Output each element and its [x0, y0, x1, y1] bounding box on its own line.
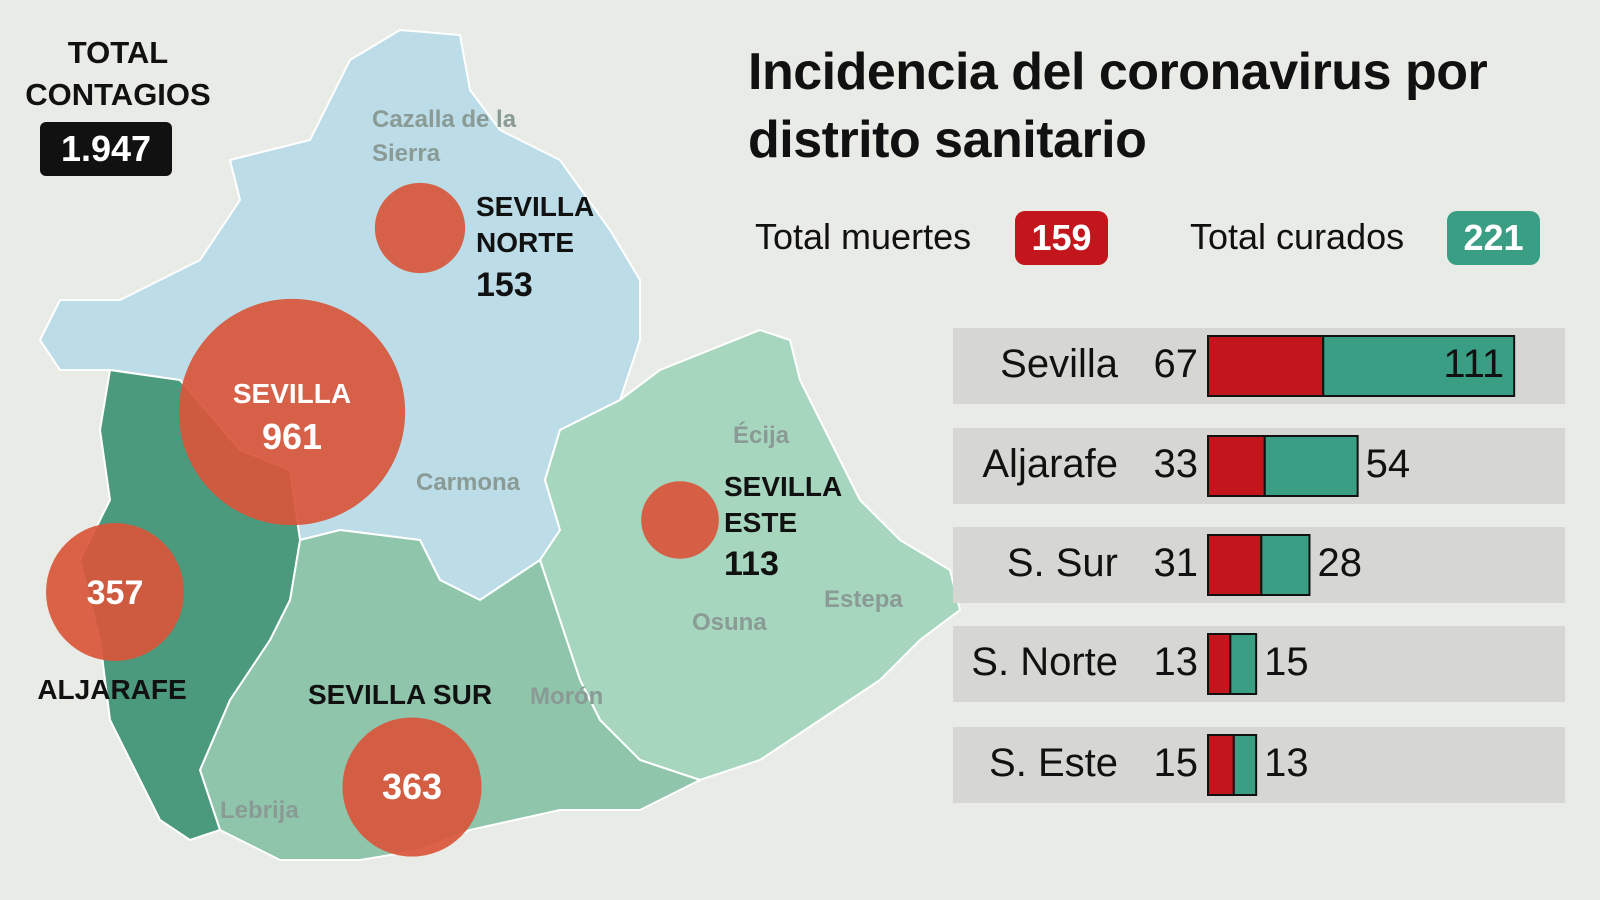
legend-total: 221: [1447, 211, 1540, 265]
bubble: [342, 717, 482, 857]
bar-segment: [1322, 335, 1516, 397]
value-label: 15: [1153, 741, 1199, 785]
legend-label: Total curados: [1190, 216, 1405, 257]
bubble-name: SEVILLA SUR: [307, 679, 493, 710]
bar-segment: [1207, 435, 1266, 497]
total-value: 1.947: [40, 122, 172, 176]
bubble: [374, 182, 466, 274]
place-label: Morón: [530, 683, 604, 710]
category-label: S. Este: [989, 741, 1118, 785]
bar-segment: [1263, 435, 1359, 497]
place-label: Écija: [733, 422, 790, 449]
value-label: 13: [1153, 640, 1199, 684]
bar-segment: [1207, 534, 1263, 596]
category-label: Aljarafe: [982, 442, 1118, 486]
place-label: Carmona: [416, 469, 521, 496]
row-background: [953, 727, 1565, 803]
value-label: 31: [1153, 541, 1199, 585]
bubble: [46, 523, 184, 661]
bar-segment: [1260, 534, 1311, 596]
bubble-value: 153: [476, 266, 533, 304]
bar-segment: [1229, 633, 1258, 695]
title: Incidencia del coronavirus por distrito …: [748, 43, 1488, 169]
category-label: Sevilla: [1000, 342, 1118, 386]
bubble-value: 363: [381, 766, 443, 807]
row-background: [953, 626, 1565, 702]
total-label: TOTAL CONTAGIOS: [25, 35, 211, 112]
place-label: Osuna: [692, 609, 767, 636]
bubble-name: SEVILLA ESTE: [724, 471, 842, 538]
legend-total: 159: [1015, 211, 1108, 265]
value-label: 33: [1153, 442, 1199, 486]
place-label: Estepa: [824, 586, 903, 613]
bar-segment: [1207, 335, 1325, 397]
value-label: 67: [1153, 342, 1199, 386]
bubble-name: ALJARAFE: [37, 674, 187, 705]
bubble-name: SEVILLA: [232, 378, 352, 409]
bubble-name: SEVILLA NORTE: [476, 191, 594, 258]
place-label: Cazalla de la Sierra: [372, 106, 517, 167]
value-label: 28: [1317, 541, 1362, 585]
bubble-value: 357: [86, 574, 144, 612]
bar-segment: [1232, 734, 1258, 796]
bar-segment: [1207, 734, 1235, 796]
place-label: Lebrija: [220, 797, 299, 824]
bubble: [641, 481, 719, 559]
bubble: [178, 298, 406, 526]
bubble-value: 961: [261, 416, 323, 457]
value-label: 13: [1264, 741, 1309, 785]
bubble-value: 113: [724, 545, 779, 583]
bar-segment: [1207, 633, 1232, 695]
value-label: 111: [1443, 342, 1505, 386]
category-label: S. Norte: [971, 640, 1118, 684]
value-label: 54: [1365, 442, 1411, 486]
category-label: S. Sur: [1006, 541, 1118, 585]
legend-label: Total muertes: [755, 216, 972, 257]
value-label: 15: [1264, 640, 1309, 684]
